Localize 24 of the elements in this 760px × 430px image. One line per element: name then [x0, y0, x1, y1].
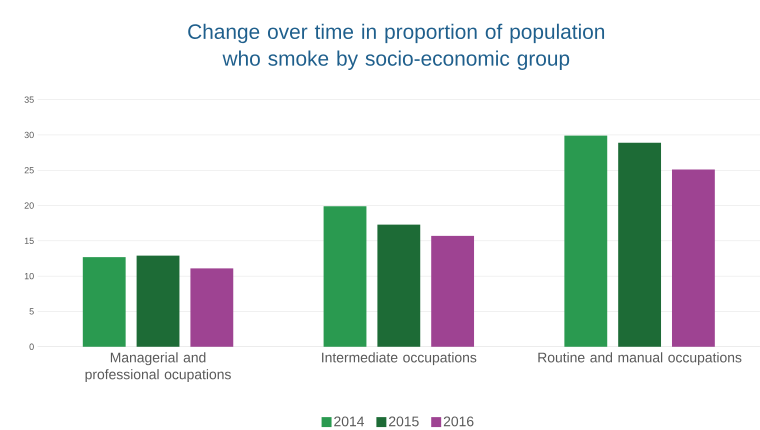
y-tick-label: 0	[30, 343, 34, 350]
y-tick-label: 15	[24, 238, 34, 244]
y-tick-label: 30	[24, 132, 34, 138]
bar	[377, 224, 420, 347]
legend-label: 2016	[444, 416, 474, 426]
x-tick-label: Intermediate occupations	[322, 352, 476, 365]
y-tick-label: 10	[24, 272, 34, 280]
bar	[618, 142, 662, 347]
bar	[431, 236, 474, 347]
chart-title: Change over time in proportion of population who smoke by socio-economic group	[188, 24, 604, 70]
legend-label: 2015	[389, 416, 419, 426]
bar	[324, 206, 366, 347]
y-tick-label: 20	[24, 202, 34, 208]
y-tick-label: 5	[30, 308, 34, 314]
x-tick-label: Managerial and professional ocupations	[86, 352, 231, 382]
bar	[564, 135, 608, 347]
x-tick-label: Routine and manual occupations	[538, 352, 742, 365]
bar	[190, 268, 234, 347]
bar	[136, 255, 180, 347]
y-tick-label: 35	[24, 96, 34, 103]
y-tick-label: 25	[24, 166, 34, 174]
legend-label: 2014	[334, 416, 364, 426]
bar	[672, 169, 715, 347]
bar	[82, 256, 126, 347]
